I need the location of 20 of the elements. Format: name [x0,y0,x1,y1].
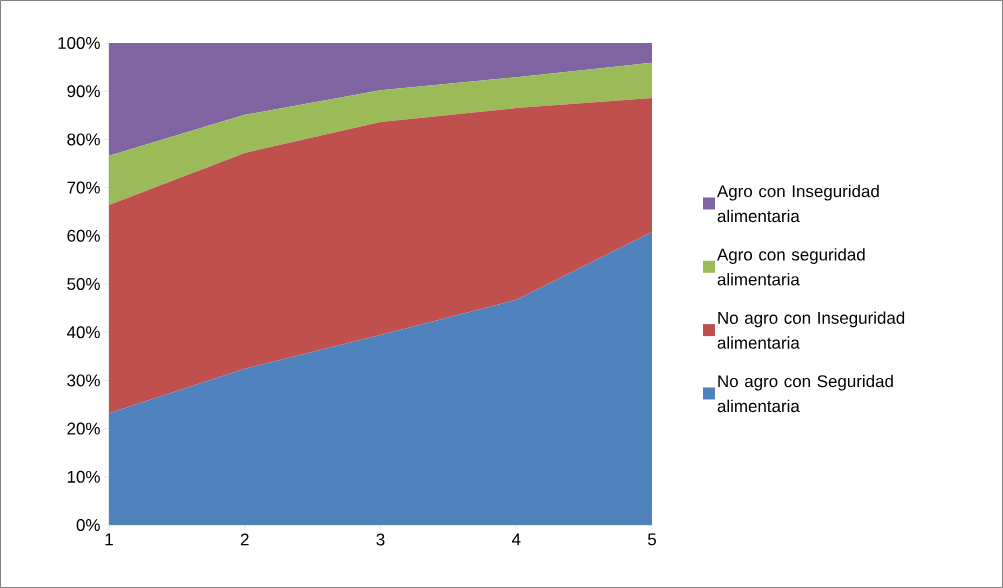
x-tick-label: 4 [511,533,521,546]
legend-label: No agro con Inseguridad alimentaria [717,311,905,349]
x-tick-label: 1 [105,533,113,546]
x-tick-label: 5 [647,533,656,546]
y-tick-label: 60% [67,229,100,242]
x-tick-label: 2 [240,533,249,546]
y-tick-label: 70% [67,181,100,194]
y-tick-label: 10% [67,470,100,483]
y-tick-label: 80% [67,133,100,146]
y-tick-label: 20% [67,422,100,435]
y-tick-label: 100% [58,37,100,49]
y-tick-label: 90% [67,85,100,98]
legend-label: Agro con seguridad alimentaria [717,248,865,286]
legend-label: Agro con Inseguridad alimentaria [717,184,879,223]
legend-label: No agro con Seguridad alimentaria [717,374,893,413]
y-tick-label: 0% [76,519,100,531]
y-tick-label: 40% [66,326,100,339]
x-tick-label: 3 [376,533,385,546]
y-tick-label: 30% [67,374,100,387]
y-tick-label: 50% [67,278,100,290]
